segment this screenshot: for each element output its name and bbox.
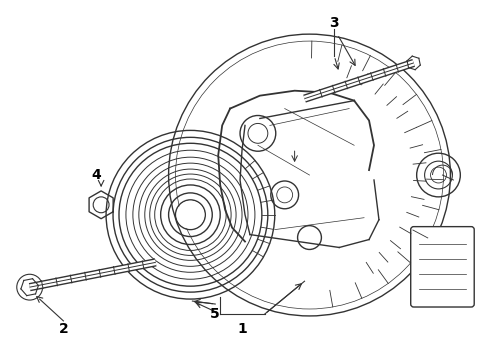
FancyBboxPatch shape <box>411 227 474 307</box>
Text: 2: 2 <box>58 322 68 336</box>
Text: 1: 1 <box>237 322 247 336</box>
Text: 4: 4 <box>91 168 101 182</box>
Text: 3: 3 <box>329 16 339 30</box>
Circle shape <box>176 201 204 229</box>
Text: 5: 5 <box>210 307 220 321</box>
